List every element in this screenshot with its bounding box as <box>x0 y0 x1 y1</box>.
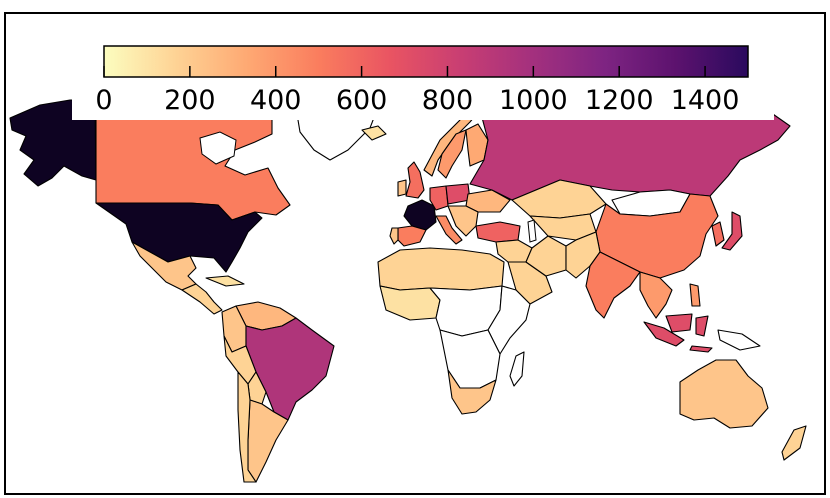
colorbar-tick-label: 0 <box>95 85 112 116</box>
region-india <box>585 251 641 319</box>
inland-lakes <box>199 131 537 243</box>
region-madagascar <box>509 351 525 387</box>
region-portugal <box>389 227 399 245</box>
region-italy <box>435 215 463 245</box>
colorbar-tick-label: 600 <box>336 85 388 116</box>
region-ireland <box>397 179 407 197</box>
region-southeast-asia <box>639 271 673 319</box>
region-japan <box>721 211 743 251</box>
region-uk <box>405 161 425 199</box>
region-turkey <box>475 221 521 243</box>
hudson-bay <box>199 131 237 165</box>
region-iceland <box>361 125 387 141</box>
region-new-zealand <box>781 425 807 461</box>
region-north-africa <box>377 247 505 291</box>
colorbar-tick-label: 800 <box>422 85 474 116</box>
colorbar-gradient <box>103 45 749 78</box>
colorbar-tick-label: 1000 <box>499 85 568 116</box>
colorbar-tick-label: 400 <box>250 85 302 116</box>
region-philippines <box>689 283 701 307</box>
colorbar: 0 200 400 600 800 1000 1200 1400 <box>72 42 774 120</box>
map-frame <box>4 12 826 495</box>
region-indonesia <box>643 313 713 353</box>
region-east-africa <box>487 285 531 355</box>
colorbar-ticks: 0 200 400 600 800 1000 1200 1400 <box>95 66 739 116</box>
region-sweden <box>437 129 467 179</box>
colorbar-tick-label: 1400 <box>671 85 740 116</box>
region-png <box>717 329 761 351</box>
region-chile <box>237 371 257 483</box>
region-south-africa <box>447 369 497 415</box>
colorbar-tick-label: 200 <box>164 85 216 116</box>
colorbar-tick-label: 1200 <box>585 85 654 116</box>
region-australia <box>679 359 769 429</box>
region-norway <box>423 109 481 177</box>
region-korea <box>711 221 725 247</box>
region-germany <box>429 185 449 211</box>
region-cuba <box>205 275 245 287</box>
region-mexico <box>131 241 197 291</box>
region-central-america <box>181 283 223 315</box>
caspian-sea <box>527 219 537 243</box>
region-france <box>403 199 437 231</box>
